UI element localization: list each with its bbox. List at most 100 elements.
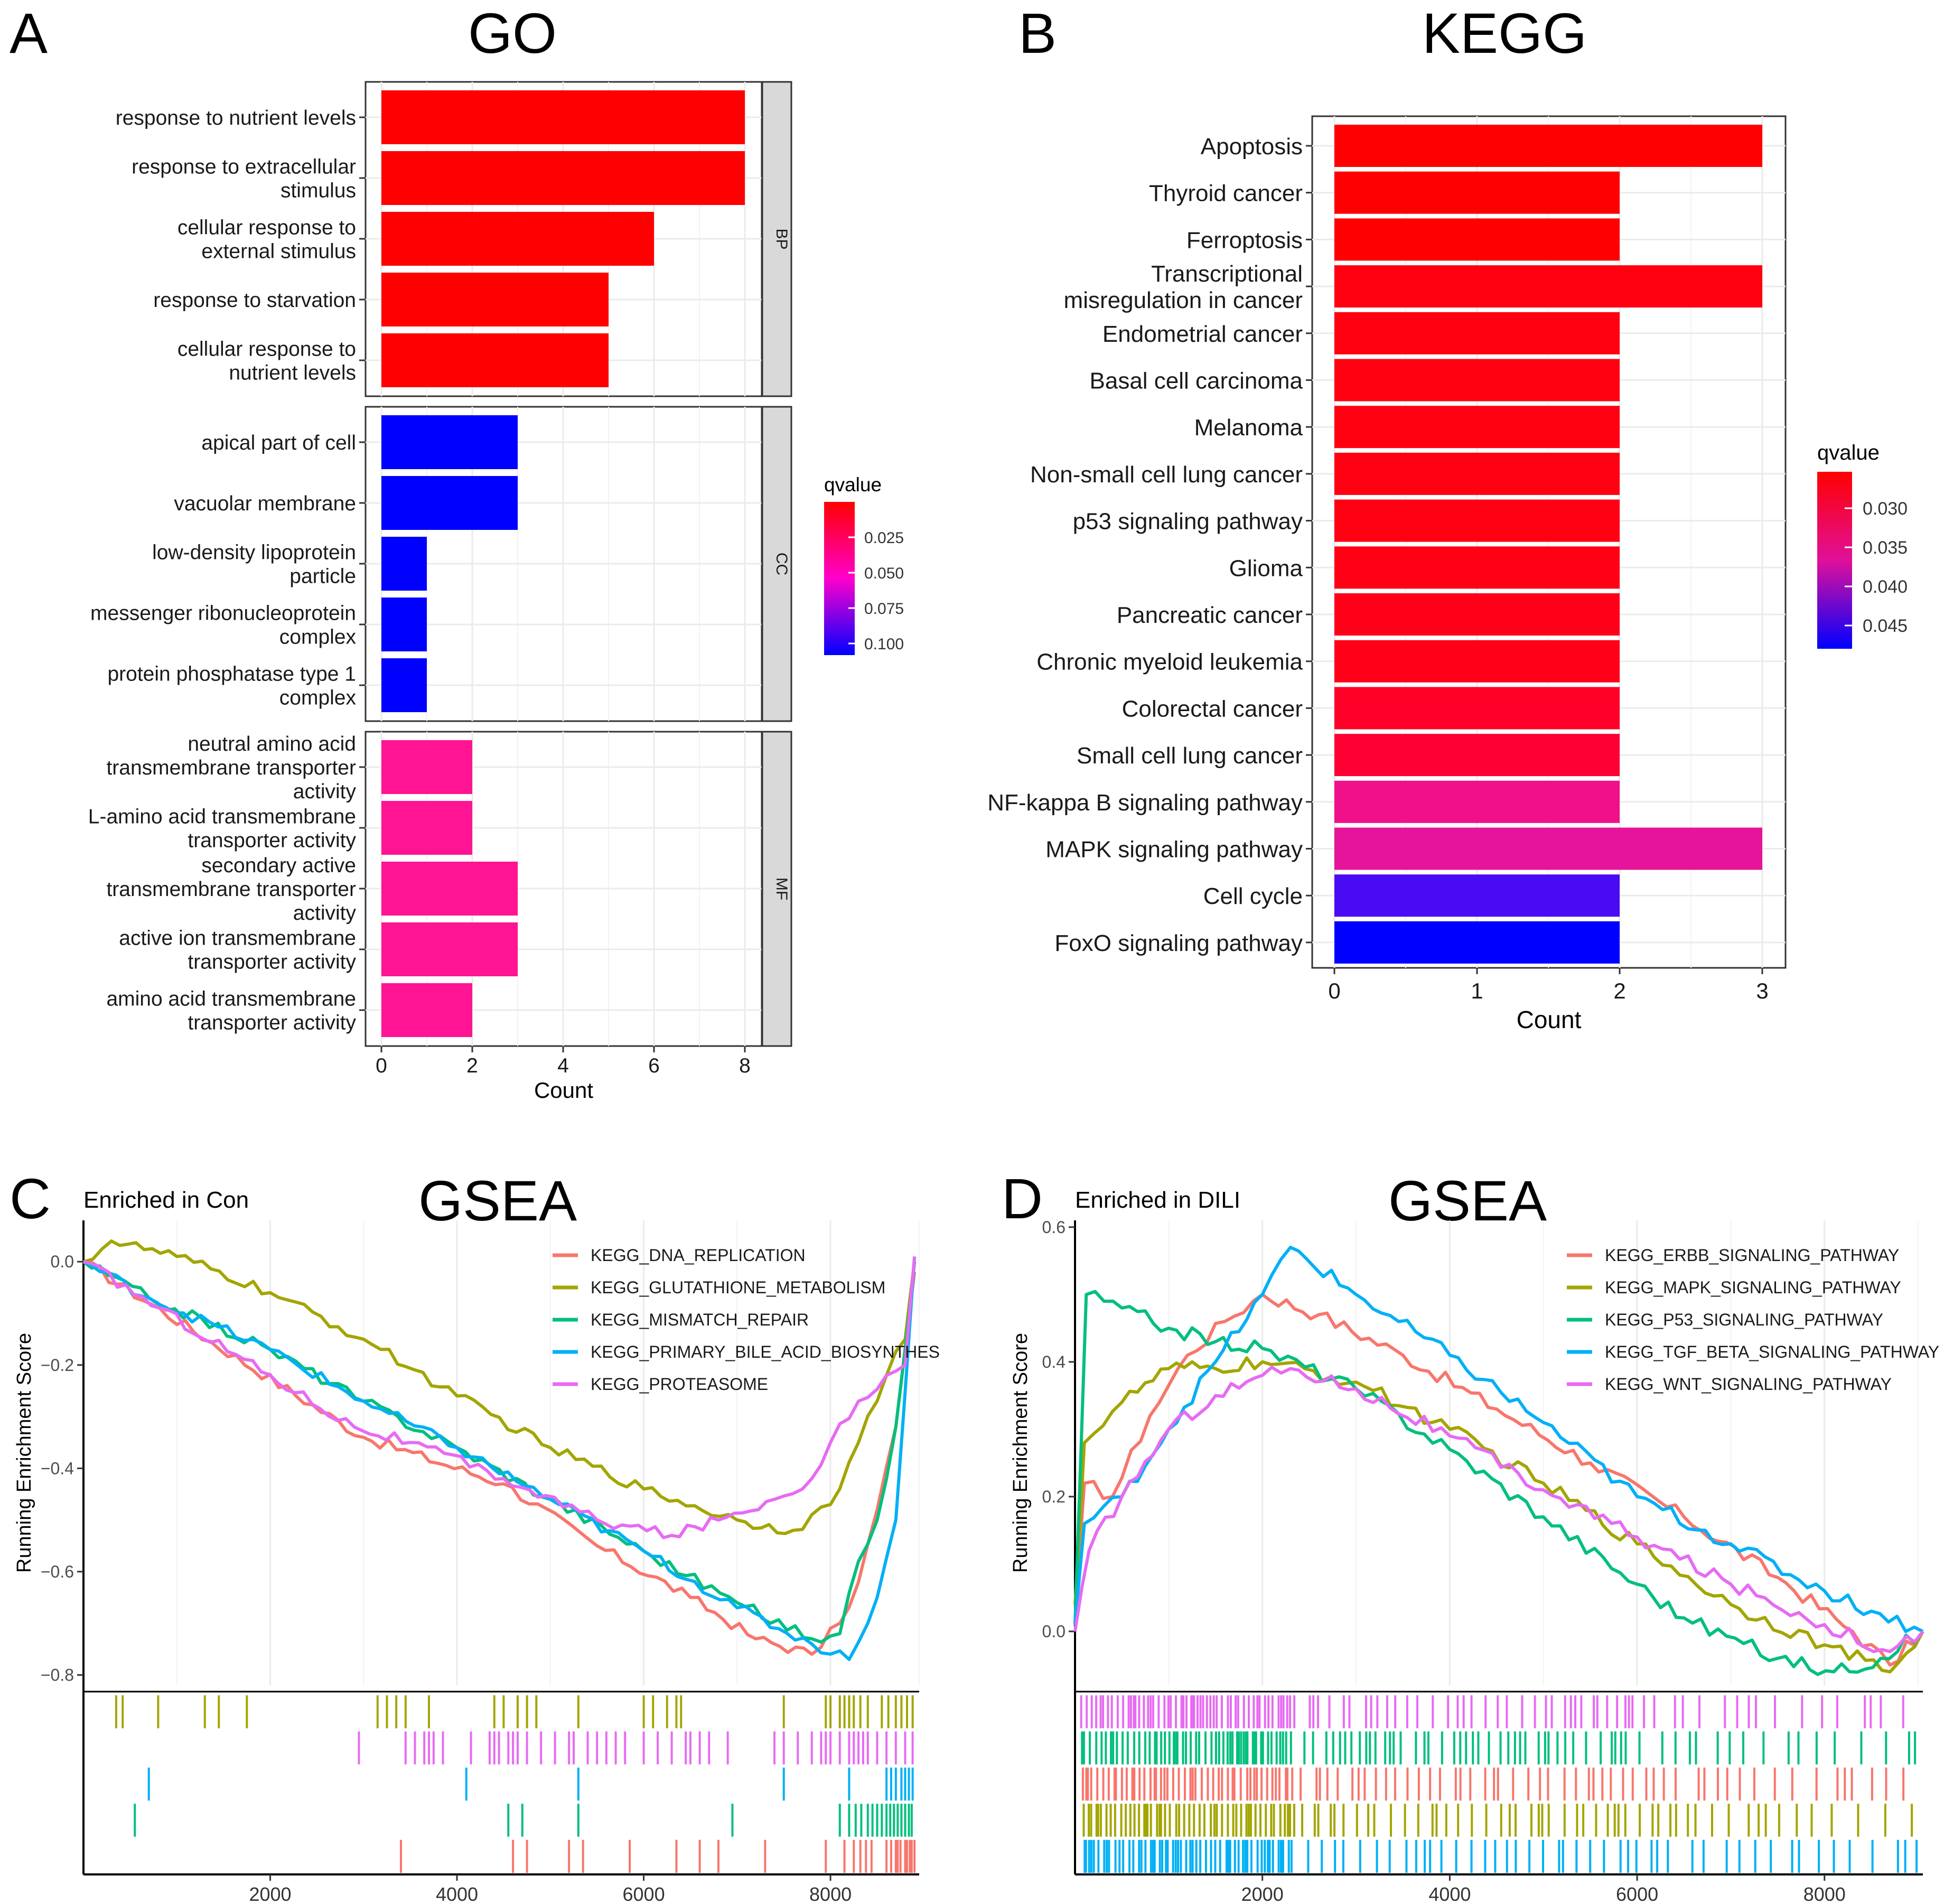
x-tick-label: 4000 [1428,1883,1471,1904]
y-tick-label: complex [279,687,357,710]
series-line-kegg-erbb-signaling-pathway [1073,1293,1924,1667]
y-tick-label: L-amino acid transmembrane [88,806,356,828]
series-line-kegg-wnt-signaling-pathway [1073,1366,1924,1654]
y-tick-label: cellular response to [177,338,356,361]
legend-label: KEGG_ERBB_SIGNALING_PATHWAY [1605,1246,1899,1265]
y-tick-label: 0.4 [1042,1352,1066,1371]
legend-tick-label: 0.040 [1863,577,1908,597]
y-tick-label: Apoptosis [1201,134,1303,160]
panel-letter-c: C [10,1166,51,1230]
legend-label: KEGG_P53_SIGNALING_PATHWAY [1605,1310,1883,1329]
x-tick-label: 0 [376,1054,387,1077]
panel-letter-a: A [10,1,48,65]
panel-letter-b: B [1018,1,1057,65]
y-tick-label: 0.6 [1042,1218,1066,1237]
y-tick-label: Chronic myeloid leukemia [1036,649,1303,675]
legend-tick-label: 0.045 [1863,616,1908,636]
bar-cellular-response-to-nutrient-levels [381,333,609,387]
bar-l-amino-acid-transmembrane-transporter-activity [381,801,472,855]
legend-label: KEGG_TGF_BETA_SIGNALING_PATHWAY [1605,1342,1939,1361]
bar-thyroid-cancer [1334,171,1620,214]
facet-strip-label: BP [773,228,790,249]
bar-apical-part-of-cell [381,415,518,469]
y-axis-label: Running Enrichment Score [13,1333,35,1573]
chart-subtitle: Enriched in DILI [1075,1187,1240,1213]
y-tick-label: messenger ribonucleoprotein [90,602,356,625]
x-tick-label: 2000 [1241,1883,1284,1904]
x-tick-label: 2000 [249,1883,291,1904]
bar-basal-cell-carcinoma [1334,359,1620,402]
facet-strip [761,731,792,1047]
bar-vacuolar-membrane [381,476,518,530]
y-tick-label: Melanoma [1194,415,1303,441]
y-tick-label: apical part of cell [201,432,356,454]
x-tick-label: 2 [466,1054,478,1077]
x-tick-label: 4000 [436,1883,478,1904]
bar-low-density-lipoprotein-particle [381,537,427,591]
y-tick-label: response to nutrient levels [116,107,356,129]
bar-nf-kappa-b-signaling-pathway [1334,780,1620,823]
chart-title: GSEA [418,1169,577,1233]
panel-a-go: A GO response to nutrient levels response t… [10,1,904,1103]
y-tick-label: Endometrial cancer [1102,321,1303,347]
bar-p53-signaling-pathway [1334,499,1620,542]
panel-c-gsea-con: C GSEA Enriched in Con 0.0 −0.2 −0.4 −0.6 −0.8 R… [10,1166,940,1904]
bar-apoptosis [1334,125,1762,167]
bar-protein-phosphatase-type-1-complex [381,658,427,712]
bar-mapk-signaling-pathway [1334,827,1762,870]
bar-response-to-nutrient-levels [381,90,745,144]
y-tick-label: −0.6 [41,1562,74,1581]
y-tick-label: external stimulus [201,240,356,263]
series-line-kegg-mapk-signaling-pathway [1073,1356,1924,1674]
bar-pancreatic-cancer [1334,593,1620,636]
bar-response-to-starvation [381,273,609,326]
legend-label: KEGG_MAPK_SIGNALING_PATHWAY [1605,1278,1901,1297]
y-tick-label: Pancreatic cancer [1117,602,1303,628]
y-tick-label: particle [289,565,356,588]
bar-endometrial-cancer [1334,312,1620,354]
bar-colorectal-cancer [1334,687,1620,730]
bar-foxo-signaling-pathway [1334,921,1620,964]
bar-glioma [1334,546,1620,589]
legend-label: KEGG_PROTEASOME [591,1375,768,1394]
y-tick-label: −0.8 [41,1665,74,1684]
x-tick-label: 6000 [1616,1883,1658,1904]
bar-active-ion-transmembrane-transporter-activity [381,922,518,976]
legend-colorbar [824,502,855,655]
y-tick-label: transporter activity [188,829,356,852]
bar-neutral-amino-acid-transmembrane-transporter-activity [381,740,472,794]
y-tick-label: Colorectal cancer [1122,696,1303,722]
y-tick-label: transmembrane transporter [106,878,356,901]
x-tick-label: 6 [648,1054,660,1077]
x-tick-label: 8000 [809,1883,852,1904]
series-line-kegg-tgf-beta-signaling-pathway [1073,1246,1924,1634]
bar-small-cell-lung-cancer [1334,734,1620,777]
bar-cell-cycle [1334,874,1620,917]
y-tick-label: Basal cell carcinoma [1090,368,1303,394]
series-line-kegg-p53-signaling-pathway [1073,1290,1924,1676]
chart-title: GO [468,1,557,65]
y-tick-label: Small cell lung cancer [1077,743,1303,769]
y-tick-label: vacuolar membrane [174,492,356,515]
legend-tick-label: 0.075 [864,600,904,618]
y-tick-label: activity [293,780,357,803]
y-tick-label: misregulation in cancer [1064,287,1303,313]
y-tick-label: −0.4 [41,1459,74,1478]
bar-cellular-response-to-external-stimulus [381,212,654,266]
facet-strip [761,81,792,397]
y-tick-label: MAPK signaling pathway [1045,837,1303,863]
y-tick-label: response to extracellular [132,156,356,179]
y-tick-label: low-density lipoprotein [152,542,356,564]
facet-strip [761,406,792,722]
y-tick-label: neutral amino acid [188,733,356,755]
legend-tick-label: 0.025 [864,529,904,547]
series-line-kegg-dna-replication [83,1260,917,1656]
panel-d-gsea-dili: D GSEA Enriched in DILI 0.0 0.2 0.4 0.6 Running… [1002,1166,1939,1904]
x-axis-label: Count [1517,1006,1582,1033]
x-tick-label: 0 [1328,978,1340,1003]
bar-response-to-extracellular-stimulus [381,151,745,205]
legend-tick-label: 0.035 [1863,538,1908,558]
y-tick-label: secondary active [201,854,356,877]
bar-non-small-cell-lung-cancer [1334,452,1620,495]
y-tick-label: response to starvation [153,289,356,312]
